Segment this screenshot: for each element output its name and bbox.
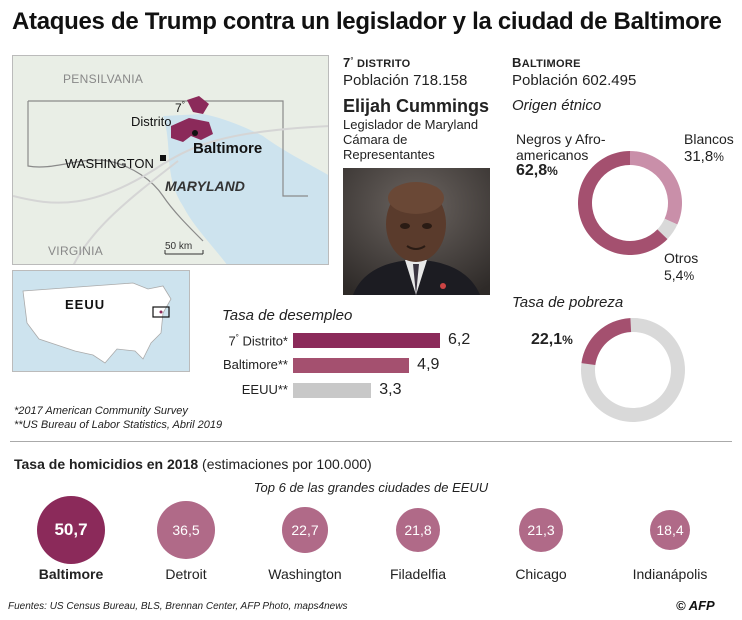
label-virginia: VIRGINIA	[48, 244, 104, 258]
unemployment-title: Tasa de desempleo	[222, 307, 353, 324]
unemployment-bar-baltimore	[293, 358, 410, 373]
homicide-item-baltimore: 50,7 Baltimore	[16, 494, 126, 586]
afp-credit: © AFP	[676, 598, 715, 613]
district-7-north-shape	[187, 96, 209, 114]
homicide-circle-chicago	[518, 507, 564, 553]
homicide-label-indianapolis: Indianápolis	[632, 566, 708, 582]
homicide-value-baltimore: 50,7	[54, 519, 88, 539]
homicide-item-washington: 22,7 Washington	[250, 494, 360, 586]
district-header: 7° DISTRITO	[343, 55, 411, 70]
poverty-title: Tasa de pobreza	[512, 294, 624, 311]
unemployment-label-baltimore: Baltimore**	[222, 357, 288, 372]
unemployment-chart: 7° Distrito* Baltimore** EEUU** 6,2 4,9 …	[200, 330, 500, 405]
homicide-value-washington: 22,7	[291, 521, 319, 538]
homicide-item-detroit: 36,5 Detroit	[131, 494, 241, 586]
homicide-item-chicago: 21,3 Chicago	[486, 494, 596, 586]
ethnic-label-other: Otros 5,4%	[664, 250, 699, 283]
homicide-circle-filadelfia	[395, 507, 441, 553]
homicides-chart: 50,7 Baltimore 36,5 Detroit 22,7 Washing…	[0, 494, 742, 586]
ethnic-value-other: 5,4%	[664, 267, 695, 283]
baltimore-population: Población 602.495	[512, 72, 637, 89]
sources: Fuentes: US Census Bureau, BLS, Brennan …	[8, 601, 348, 612]
homicide-label-chicago: Chicago	[515, 566, 567, 582]
homicide-circle-detroit	[157, 501, 215, 559]
ethnic-donut	[578, 151, 682, 255]
footnotes: *2017 American Community Survey **US Bur…	[14, 405, 223, 431]
homicide-item-filadelfia: 21,8 Filadelfia	[363, 494, 473, 586]
ethnic-slice-other	[657, 218, 678, 240]
label-district: Distrito	[131, 114, 172, 129]
label-pensilvania: PENSILVANIA	[63, 72, 144, 86]
homicide-label-baltimore: Baltimore	[38, 566, 104, 582]
unemployment-bar-eeuu	[293, 383, 372, 398]
poverty-slice	[581, 318, 632, 365]
ethnic-value-black: 62,8%	[516, 162, 558, 179]
unemployment-value-eeuu: 3,3	[379, 381, 402, 398]
legislator-role: Legislador de Maryland Cámara de Represe…	[343, 117, 479, 162]
maryland-map: PENSILVANIA VIRGINIA MARYLAND WASHINGTON…	[12, 55, 329, 265]
usa-inset-map: EEUU	[12, 270, 190, 372]
legislator-photo	[343, 168, 490, 295]
homicide-value-indianapolis: 18,4	[656, 521, 684, 538]
homicide-label-detroit: Detroit	[165, 566, 207, 582]
homicide-value-filadelfia: 21,8	[404, 521, 432, 538]
homicide-value-chicago: 21,3	[527, 521, 555, 538]
unemployment-label-district: 7° Distrito*	[228, 333, 288, 349]
page-title: Ataques de Trump contra un legislador y …	[12, 8, 722, 35]
baltimore-header: BALTIMORE	[512, 55, 581, 70]
homicide-label-filadelfia: Filadelfia	[389, 566, 447, 582]
baltimore-dot	[192, 130, 198, 136]
homicide-item-indianapolis: 18,4 Indianápolis	[615, 494, 725, 586]
label-eeuu: EEUU	[65, 297, 106, 312]
label-district-number: 7°	[175, 100, 185, 115]
maryland-map-graphic	[13, 56, 328, 264]
ethnic-value-white: 31,8%	[684, 148, 724, 165]
divider	[10, 441, 732, 442]
homicide-circle-baltimore	[37, 496, 105, 564]
usa-inset-graphic	[13, 271, 189, 371]
label-baltimore: Baltimore	[193, 140, 263, 157]
homicide-value-detroit: 36,5	[172, 521, 200, 538]
homicide-circle-indianapolis	[649, 509, 691, 551]
district-population: Población 718.158	[343, 72, 468, 89]
ethnic-slice-white	[630, 151, 682, 225]
ethnic-label-black: Negros y Afro- americanos 62,8%	[516, 131, 606, 179]
homicide-label-washington: Washington	[268, 566, 342, 582]
district-7-shape	[171, 118, 213, 142]
legislator-name: Elijah Cummings	[343, 96, 490, 116]
ethnic-slice-black	[578, 151, 668, 255]
ethnic-label-white: Blancos 31,8%	[684, 131, 734, 165]
poverty-donut	[580, 318, 685, 422]
maryland-locator-box	[152, 306, 170, 318]
homicides-subtitle: Top 6 de las grandes ciudades de EEUU	[253, 480, 489, 495]
unemployment-value-baltimore: 4,9	[417, 356, 440, 373]
label-washington: WASHINGTON	[65, 156, 154, 171]
ethnic-title: Origen étnico	[512, 97, 602, 114]
scale-label: 50 km	[165, 241, 193, 252]
homicides-title: Tasa de homicidios en 2018 (estimaciones…	[14, 456, 372, 472]
unemployment-value-district: 6,2	[448, 331, 471, 348]
poverty-value: 22,1%	[531, 331, 573, 348]
label-maryland: MARYLAND	[165, 178, 245, 194]
homicide-circle-washington	[282, 507, 328, 553]
unemployment-bar-district	[293, 333, 440, 348]
washington-marker	[160, 155, 166, 161]
unemployment-label-eeuu: EEUU**	[241, 382, 288, 397]
